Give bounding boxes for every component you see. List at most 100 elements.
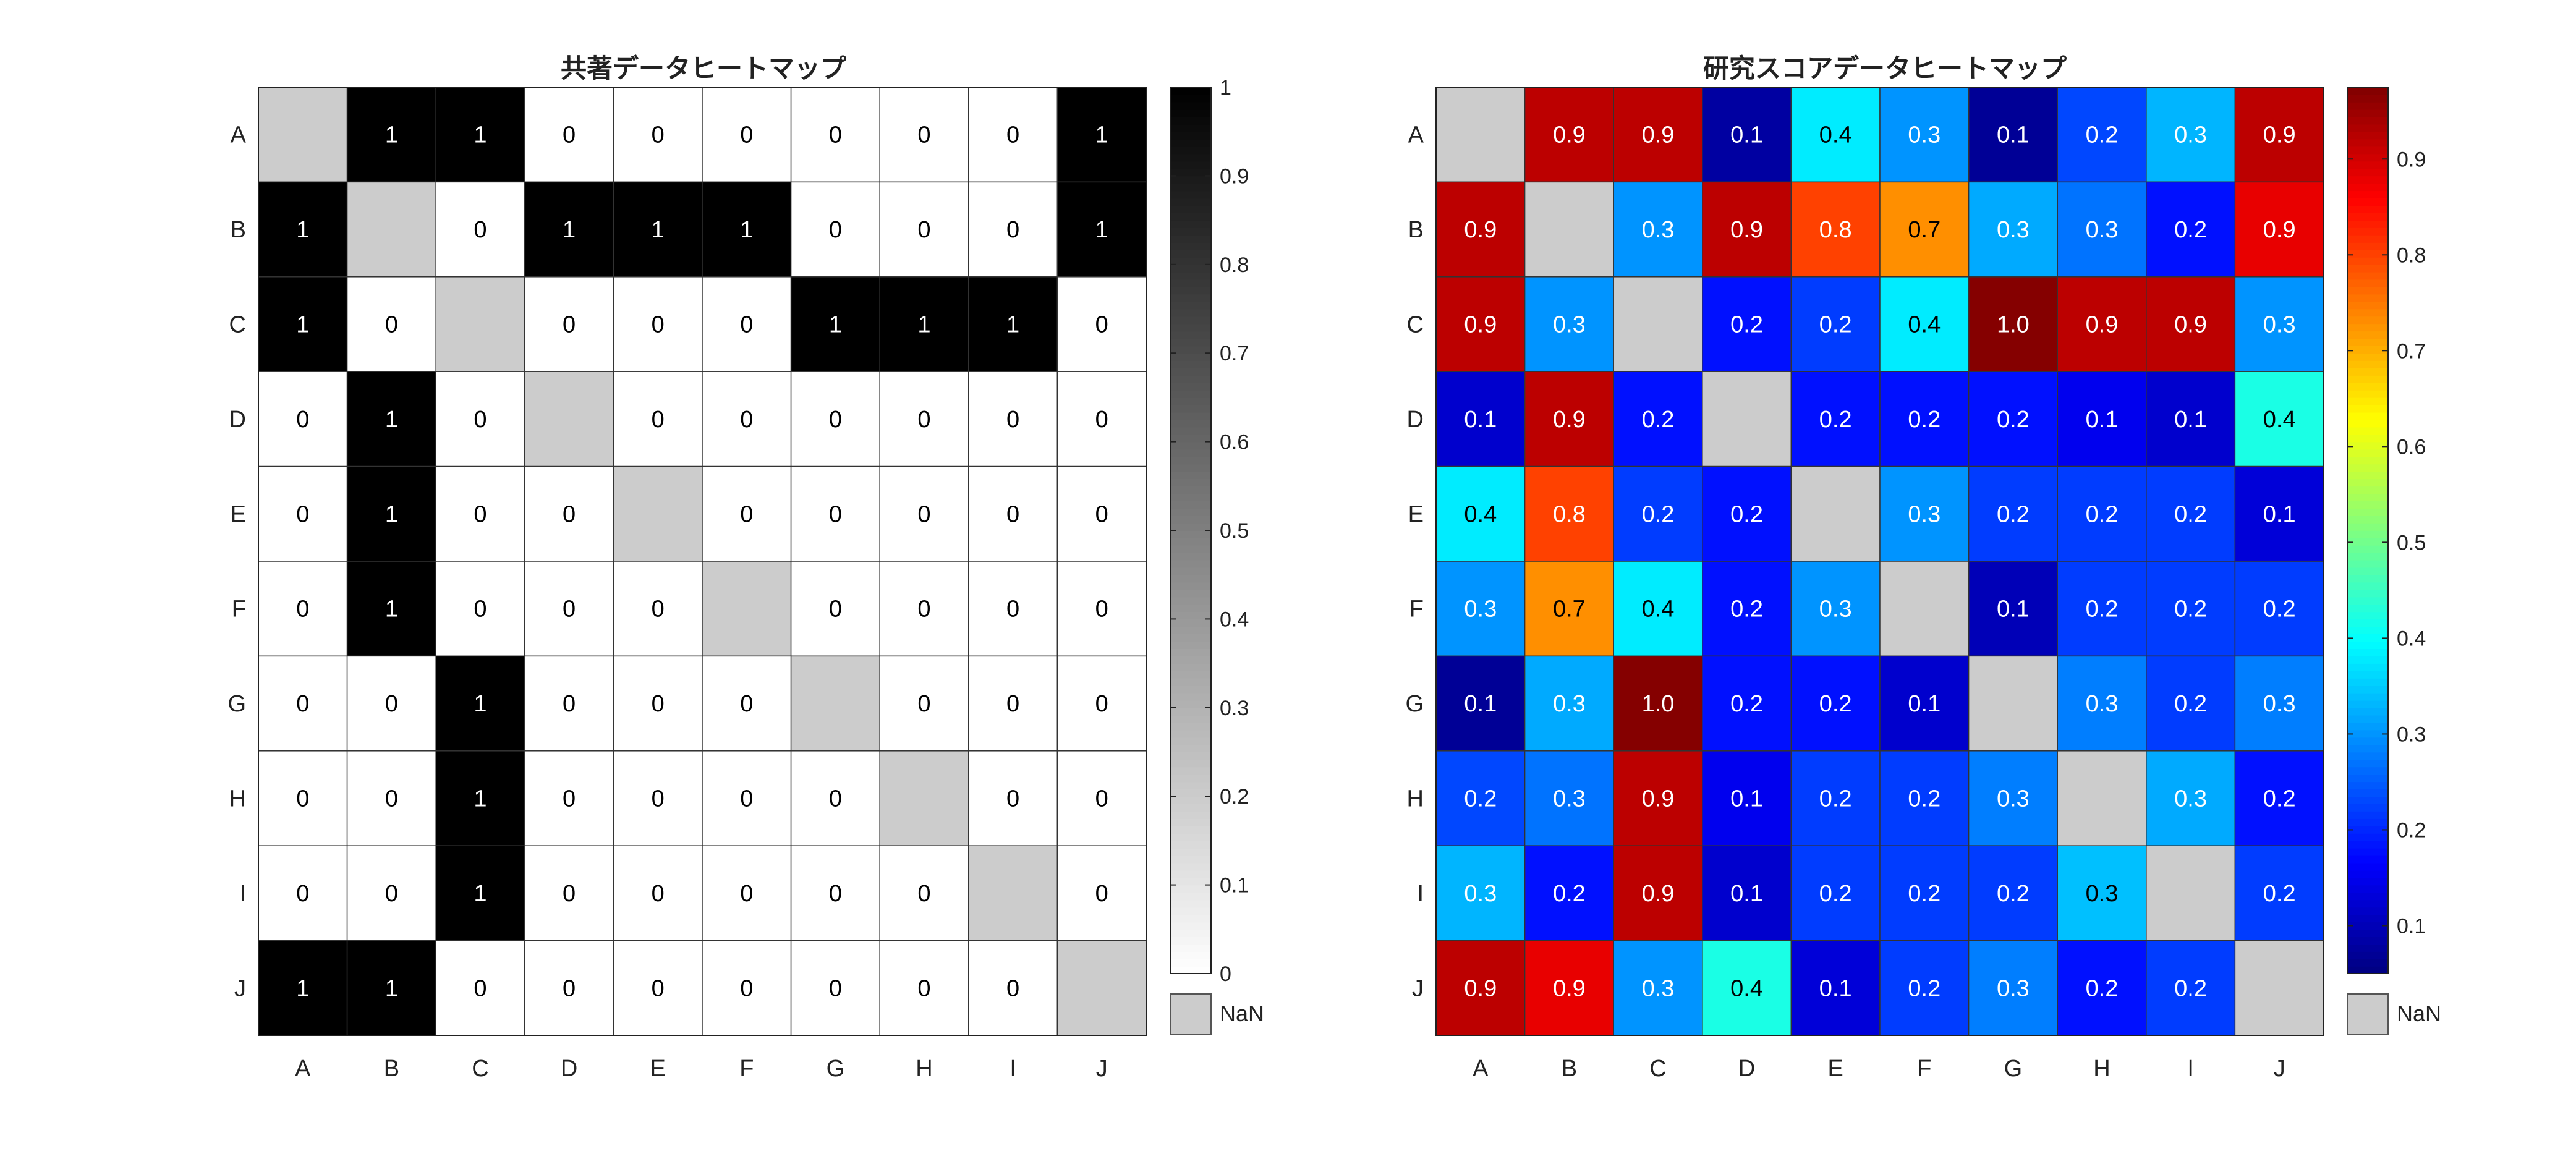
cell-value-label: 0.2: [1997, 881, 2030, 907]
colorbar-tick-label: 0.1: [2397, 914, 2426, 938]
cell-value-label: 1: [385, 596, 398, 622]
heatmap-cell: [1613, 655, 1703, 752]
cell-value-label: 0: [652, 312, 665, 338]
heatmap-cell: [613, 845, 703, 941]
heatmap-cell: [968, 561, 1058, 657]
colorbar-segment: [2347, 264, 2388, 273]
heatmap-cell: [1879, 750, 1970, 846]
heatmap-cell: [258, 276, 348, 372]
cell-value-label: 1.0: [1997, 312, 2030, 338]
heatmap-cell: [1435, 655, 1526, 752]
heatmap-cell: [346, 465, 436, 562]
heatmap-cell: [879, 655, 969, 752]
cell-value-label: 0.9: [1730, 217, 1763, 243]
cell-value-label: 0.2: [2174, 596, 2207, 622]
cell-value-label: 0: [563, 975, 576, 1001]
colorbar-segment: [2347, 922, 2388, 930]
x-tick-labels: A B C D E F G H I J: [1473, 1056, 2285, 1082]
heatmap-cell: [613, 940, 703, 1036]
heatmap-cell: [1968, 371, 2058, 467]
cell-value-label: 0.1: [1464, 407, 1497, 433]
heatmap-cell: [2057, 845, 2147, 941]
colorbar-segment: [2347, 427, 2388, 435]
y-tick-label: J: [234, 975, 246, 1001]
colorbar-tick-label: 0.9: [2397, 148, 2426, 171]
heatmap-cell: [613, 181, 703, 278]
x-tick-label: H: [2093, 1056, 2110, 1082]
heatmap-cell: [258, 940, 348, 1036]
colorbar-segment: [1170, 116, 1211, 125]
cell-value-label: 0.2: [1908, 975, 1941, 1001]
colorbar-segment: [2347, 537, 2388, 546]
heatmap-cell: [613, 276, 703, 372]
cell-value-label: 0: [740, 975, 753, 1001]
colorbar-segment: [1170, 257, 1211, 265]
colorbar-segment: [2347, 589, 2388, 598]
colorbar-segment: [2347, 183, 2388, 192]
cell-value-label: 0: [296, 501, 309, 527]
y-tick-label: I: [239, 881, 246, 907]
cell-value-label: 0: [652, 122, 665, 148]
y-tick-label: E: [1408, 501, 1424, 527]
colorbar-segment: [1170, 183, 1211, 192]
colorbar-segment: [1170, 944, 1211, 952]
colorbar-segment: [1170, 346, 1211, 354]
colorbar-segment: [2347, 685, 2388, 694]
cell-value-label: 0.3: [1642, 217, 1675, 243]
colorbar-segment: [1170, 692, 1211, 701]
colorbar-segment: [2347, 331, 2388, 339]
cell-value-label: 0: [917, 217, 930, 243]
missing-label: NaN: [1220, 1001, 1264, 1026]
heatmap-cell: [1435, 87, 1526, 183]
heatmap-cell: [1790, 750, 1881, 846]
colorbar-segment: [1170, 323, 1211, 332]
cell-value-label: 0: [917, 881, 930, 907]
x-tick-labels: A B C D E F G H I J: [295, 1056, 1108, 1082]
colorbar-segment: [2347, 375, 2388, 383]
cell-value-label: 0.2: [1997, 407, 2030, 433]
heatmap-cell: [1435, 940, 1526, 1036]
cell-value-label: 0.4: [1908, 312, 1941, 338]
colorbar-segment: [2347, 301, 2388, 310]
colorbar-segment: [1170, 685, 1211, 694]
heatmap-cell: [1968, 465, 2058, 562]
colorbar-segment: [2347, 722, 2388, 731]
colorbar-segment: [1170, 161, 1211, 169]
colorbar-segment: [1170, 131, 1211, 140]
cell-value-label: 0.2: [2263, 596, 2296, 622]
y-tick-label: B: [231, 217, 246, 243]
heatmap-cell: [435, 655, 525, 752]
cell-value-label: 0.3: [2263, 691, 2296, 717]
colorbar-segment: [1170, 619, 1211, 627]
colorbar-segment: [2347, 486, 2388, 495]
colorbar-segment: [2347, 862, 2388, 871]
heatmap-cell: [1613, 750, 1703, 846]
heatmap-cell: [1056, 465, 1147, 562]
colorbar-segment: [1170, 922, 1211, 930]
colorbar-segment: [1170, 530, 1211, 538]
heatmap-cell: [1968, 940, 2058, 1036]
colorbar-segment: [1170, 220, 1211, 228]
chart-title: 共著データヒートマップ: [561, 53, 846, 83]
cell-value-label: 0: [563, 691, 576, 717]
heatmap-cell: [258, 371, 348, 467]
cell-value-label: 0.4: [2263, 407, 2296, 433]
colorbar-segment: [2347, 235, 2388, 243]
heatmap-cell: [879, 181, 969, 278]
cell-value-label: 0: [740, 122, 753, 148]
y-tick-label: A: [1408, 122, 1424, 148]
colorbar-segment: [1170, 818, 1211, 826]
cell-value-label: 0.9: [1464, 312, 1497, 338]
colorbar-segment: [1170, 508, 1211, 516]
colorbar-segment: [2347, 101, 2388, 110]
cell-value-label: 1: [474, 122, 487, 148]
colorbar-segment: [1170, 929, 1211, 938]
colorbar-tick-label: 0.4: [2397, 627, 2426, 650]
cell-value-label: 0.3: [1464, 881, 1497, 907]
colorbar-segment: [1170, 434, 1211, 443]
heatmap-cell: [2146, 940, 2236, 1036]
cell-value-label: 0.3: [1464, 596, 1497, 622]
heatmap-cell: [435, 845, 525, 941]
cell-value-label: 0.1: [1819, 975, 1852, 1001]
